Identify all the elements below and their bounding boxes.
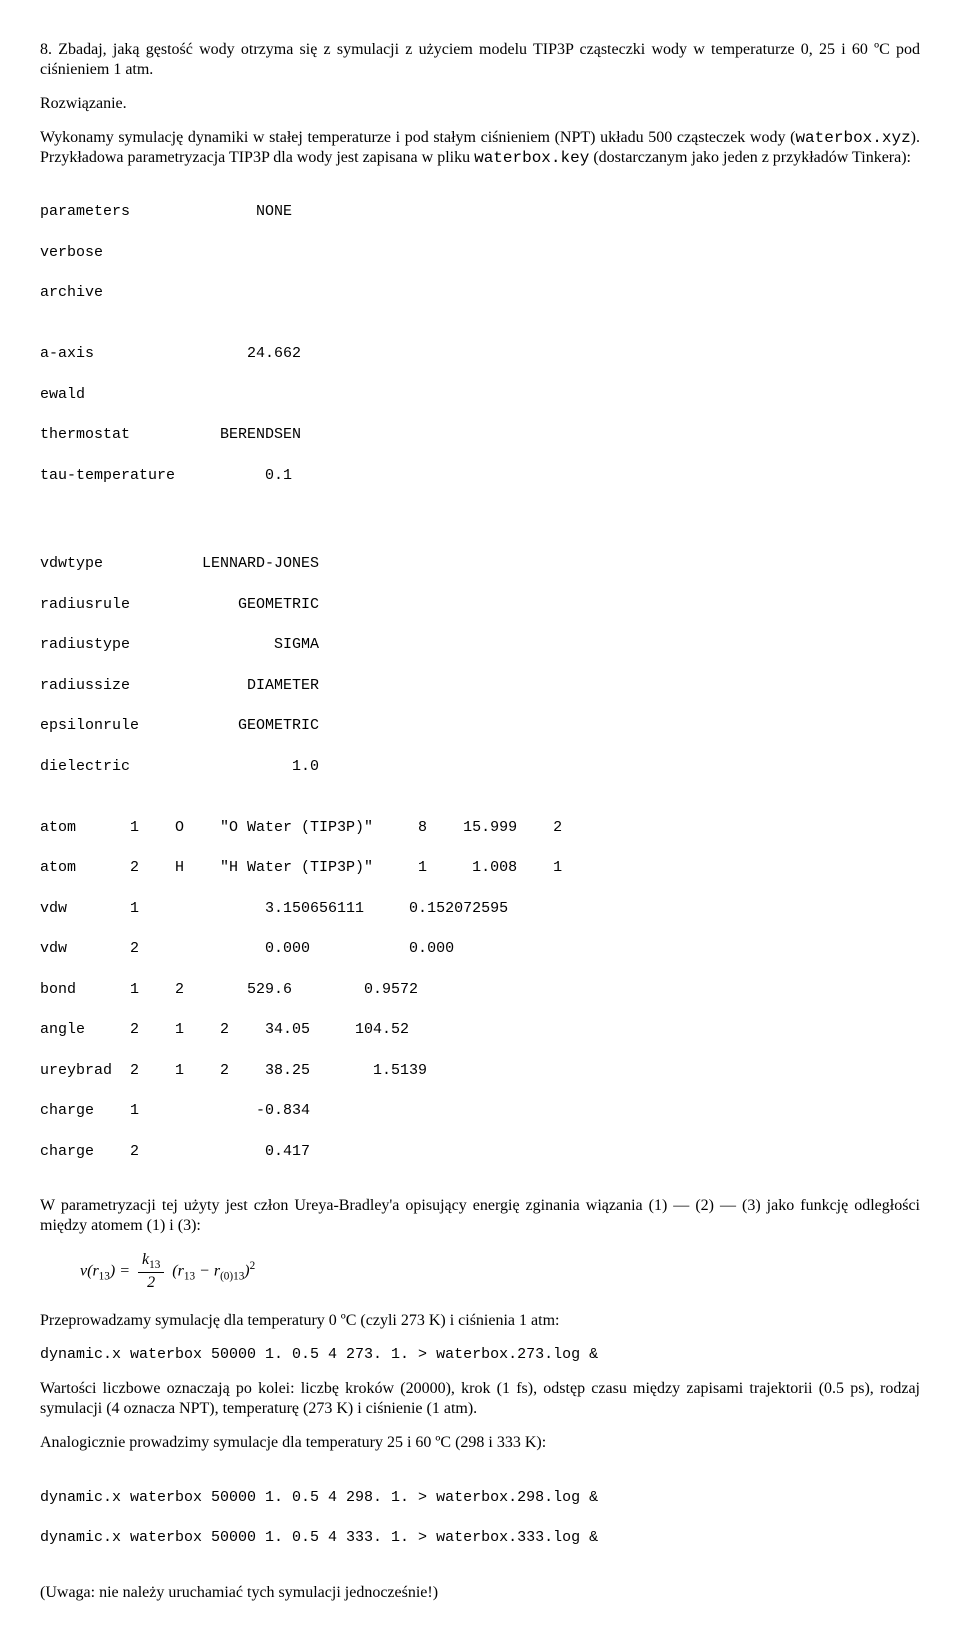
paragraph-values: Wartości liczbowe oznaczają po kolei: li… xyxy=(40,1379,920,1419)
code-line: atom 2 H "H Water (TIP3P)" 1 1.008 1 xyxy=(40,858,920,878)
code-line: radiussize DIAMETER xyxy=(40,676,920,696)
formula-exp: 2 xyxy=(250,1260,256,1272)
code-inline: waterbox.xyz xyxy=(795,129,910,147)
code-line: a-axis 24.662 xyxy=(40,344,920,364)
code-line: charge 1 -0.834 xyxy=(40,1101,920,1121)
task-statement: 8. Zbadaj, jaką gęstość wody otrzyma się… xyxy=(40,40,920,80)
command-273: dynamic.x waterbox 50000 1. 0.5 4 273. 1… xyxy=(40,1345,920,1365)
urey-bradley-formula: v(r13) = k13 2 (r13 − r(0)13)2 xyxy=(80,1250,920,1293)
code-line: verbose xyxy=(40,243,920,263)
code-line: charge 2 0.417 xyxy=(40,1142,920,1162)
formula-r2-sub: (0)13 xyxy=(220,1270,244,1282)
code-line: bond 1 2 529.6 0.9572 xyxy=(40,980,920,1000)
key-file-block-2: vdwtype LENNARD-JONES radiusrule GEOMETR… xyxy=(40,534,920,1182)
text-span: (dostarczanym jako jeden z przykładów Ti… xyxy=(589,149,911,166)
code-line: dielectric 1.0 xyxy=(40,757,920,777)
code-line: ewald xyxy=(40,385,920,405)
code-line: parameters NONE xyxy=(40,202,920,222)
formula-lhs-sub: 13 xyxy=(99,1270,110,1282)
code-line: radiusrule GEOMETRIC xyxy=(40,595,920,615)
formula-lhs-v: v xyxy=(80,1262,87,1279)
commands-298-333: dynamic.x waterbox 50000 1. 0.5 4 298. 1… xyxy=(40,1467,920,1568)
paragraph-intro: Wykonamy symulację dynamiki w stałej tem… xyxy=(40,128,920,168)
formula-k-sub: 13 xyxy=(149,1259,160,1271)
paragraph-urey: W parametryzacji tej użyty jest człon Ur… xyxy=(40,1196,920,1236)
command-333: dynamic.x waterbox 50000 1. 0.5 4 333. 1… xyxy=(40,1528,920,1548)
code-line: archive xyxy=(40,283,920,303)
key-file-block-1: parameters NONE verbose archive a-axis 2… xyxy=(40,182,920,506)
code-line: ureybrad 2 1 2 38.25 1.5139 xyxy=(40,1061,920,1081)
code-line: radiustype SIGMA xyxy=(40,635,920,655)
command-298: dynamic.x waterbox 50000 1. 0.5 4 298. 1… xyxy=(40,1488,920,1508)
formula-fraction: k13 2 xyxy=(138,1250,164,1293)
code-line: epsilonrule GEOMETRIC xyxy=(40,716,920,736)
paragraph-analog: Analogicznie prowadzimy symulacje dla te… xyxy=(40,1433,920,1453)
code-line: vdwtype LENNARD-JONES xyxy=(40,554,920,574)
code-inline: waterbox.key xyxy=(474,149,589,167)
text-span: Wykonamy symulację dynamiki w stałej tem… xyxy=(40,129,795,146)
code-line: thermostat BERENDSEN xyxy=(40,425,920,445)
code-line: vdw 1 3.150656111 0.152072595 xyxy=(40,899,920,919)
code-line: angle 2 1 2 34.05 104.52 xyxy=(40,1020,920,1040)
note-warning: (Uwaga: nie należy uruchamiać tych symul… xyxy=(40,1583,920,1603)
code-line: atom 1 O "O Water (TIP3P)" 8 15.999 2 xyxy=(40,818,920,838)
paragraph-run0c: Przeprowadzamy symulację dla temperatury… xyxy=(40,1311,920,1331)
formula-den: 2 xyxy=(138,1273,164,1293)
code-line: vdw 2 0.000 0.000 xyxy=(40,939,920,959)
code-line: tau-temperature 0.1 xyxy=(40,466,920,486)
solution-label: Rozwiązanie. xyxy=(40,94,920,114)
formula-r1-sub: 13 xyxy=(184,1270,195,1282)
